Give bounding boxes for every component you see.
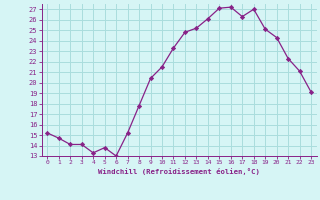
X-axis label: Windchill (Refroidissement éolien,°C): Windchill (Refroidissement éolien,°C) [98,168,260,175]
